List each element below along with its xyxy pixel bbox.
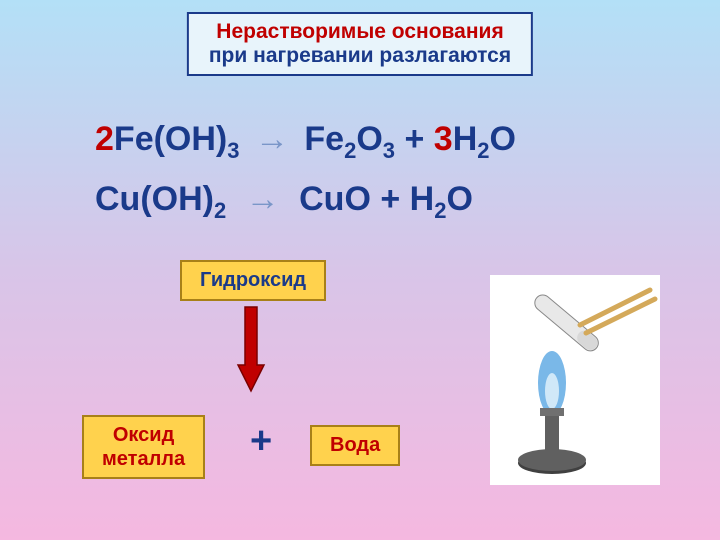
eq1-compound3a: H <box>453 120 478 158</box>
title-box: Нерастворимые основания при нагревании р… <box>187 12 533 76</box>
eq2-arrow: → <box>246 180 280 218</box>
eq1-compound2b: O <box>356 120 382 158</box>
eq2-plus: + <box>371 180 410 218</box>
eq2-compound1: Cu(OH) <box>95 180 214 218</box>
eq2-sub3: 2 <box>434 198 446 223</box>
eq1-compound1: Fe(OH) <box>114 120 227 158</box>
eq1-coef2: 3 <box>434 120 453 158</box>
eq1-plus: + <box>395 120 434 158</box>
eq1-sub3: 2 <box>477 138 489 163</box>
equation-1: 2Fe(OH)3 → Fe2O3 + 3H2O <box>95 120 516 164</box>
title-line1: Нерастворимые основания <box>209 20 511 44</box>
eq1-sub1: 3 <box>227 138 239 163</box>
decomposition-arrow-icon <box>236 305 266 395</box>
eq2-compound2: CuO <box>299 180 371 218</box>
eq2-compound3a: H <box>410 180 435 218</box>
equation-2: Cu(OH)2 → CuO + H2O <box>95 180 473 224</box>
eq2-sub1: 2 <box>214 198 226 223</box>
oxide-box: Оксид металла <box>82 415 205 479</box>
plus-sign: + <box>250 420 272 463</box>
eq2-compound3b: O <box>446 180 472 218</box>
oxide-label-line1: Оксид <box>102 423 185 447</box>
eq1-coef1: 2 <box>95 120 114 158</box>
eq1-compound2a: Fe <box>304 120 344 158</box>
title-line2: при нагревании разлагаются <box>209 44 511 68</box>
bunsen-burner-icon <box>490 275 660 485</box>
hydroxide-label: Гидроксид <box>200 269 306 291</box>
oxide-label-line2: металла <box>102 447 185 471</box>
water-box: Вода <box>310 425 400 466</box>
eq1-compound3b: O <box>490 120 516 158</box>
water-label: Вода <box>330 434 380 456</box>
eq1-arrow: → <box>255 120 289 158</box>
hydroxide-box: Гидроксид <box>180 260 326 301</box>
bunsen-burner-illustration <box>490 275 660 485</box>
eq1-sub2b: 3 <box>383 138 395 163</box>
eq1-sub2a: 2 <box>344 138 356 163</box>
